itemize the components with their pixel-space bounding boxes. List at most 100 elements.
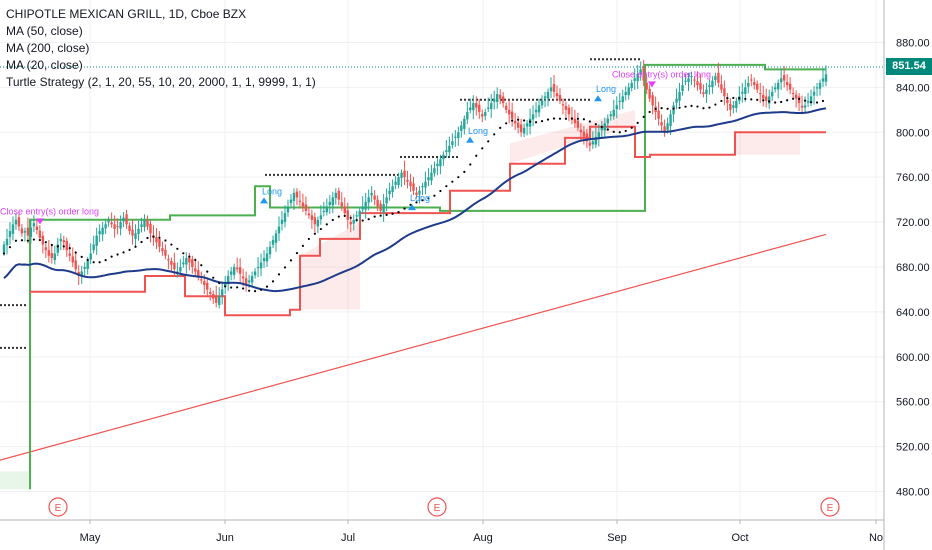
candle-body	[507, 109, 511, 115]
ma20-dot	[493, 133, 496, 136]
ma20-dot	[319, 227, 322, 231]
ma20-dot	[487, 140, 490, 143]
ma20-dot	[182, 252, 185, 255]
long-signal-arrow	[594, 95, 602, 102]
ma20-dot	[56, 245, 59, 248]
candle-body	[540, 100, 544, 106]
candle-body	[146, 219, 149, 227]
candle-body	[645, 82, 648, 90]
candle-body	[241, 276, 245, 279]
y-tick-label: 800.00	[896, 127, 930, 139]
candle-body	[651, 95, 654, 106]
long-signal-label: Long	[596, 84, 616, 94]
candle-body	[176, 271, 179, 273]
ma20-dot	[594, 123, 597, 126]
candle-body	[726, 99, 729, 104]
candle-body	[779, 78, 783, 83]
candle-body	[388, 190, 391, 195]
candle-body	[197, 270, 200, 276]
candle-body	[672, 105, 675, 115]
candle-body	[2, 244, 6, 253]
x-tick-label: Aug	[473, 532, 493, 544]
candle-body	[525, 123, 529, 127]
candle-body	[597, 132, 601, 138]
y-tick-label: 720.00	[896, 217, 930, 229]
candle-body	[44, 247, 48, 251]
candle-body	[504, 105, 508, 110]
candle-body	[678, 91, 681, 101]
candle-body	[116, 226, 119, 228]
ma20-dot	[373, 215, 376, 218]
candle-body	[585, 133, 589, 142]
ma20-dot	[331, 218, 334, 222]
candle-body	[582, 131, 586, 137]
candle-body	[516, 122, 520, 128]
ma20-dot	[110, 255, 113, 258]
ma20-dot	[618, 131, 621, 134]
ma20-dot	[379, 214, 382, 217]
candle-body	[167, 259, 170, 261]
last-price-tag: 851.54	[886, 58, 932, 75]
candle-body	[427, 177, 430, 181]
candle-body	[71, 256, 74, 263]
candle-body	[232, 267, 236, 275]
ma20-dot	[397, 210, 400, 214]
ma20-dot	[588, 120, 591, 123]
candle-body	[5, 238, 9, 246]
candle-body	[92, 244, 95, 251]
candle-body	[50, 253, 54, 259]
candle-body	[475, 103, 478, 108]
candle-body	[747, 82, 750, 87]
candle-body	[391, 186, 394, 193]
candle-body	[286, 206, 290, 213]
candle-body	[630, 82, 633, 89]
candle-body	[794, 94, 798, 99]
ma20-dot	[170, 243, 173, 246]
candle-body	[221, 289, 224, 296]
ma20-dot	[343, 214, 346, 218]
candle-body	[472, 103, 475, 111]
ma20-dot	[708, 106, 711, 109]
candle-body	[322, 210, 326, 212]
candle-body	[768, 96, 771, 104]
ma20-dot	[152, 235, 155, 238]
candle-body	[247, 280, 251, 283]
legend-turtle: Turtle Strategy (2, 1, 20, 55, 10, 20, 2…	[6, 75, 316, 89]
ma20-dot	[780, 100, 783, 104]
ma20-dot	[140, 240, 143, 244]
candle-body	[785, 81, 789, 86]
candle-body	[675, 98, 678, 103]
candle-body	[735, 100, 738, 109]
candle-body	[268, 246, 272, 255]
ma20-dot	[642, 115, 645, 118]
y-tick-label: 520.00	[896, 442, 930, 454]
ma20-dot	[206, 270, 209, 273]
candle-body	[496, 94, 499, 102]
candle-body	[693, 79, 696, 81]
y-tick-label: 600.00	[896, 352, 930, 364]
ma20-dot	[774, 101, 777, 104]
candle-body	[274, 233, 278, 243]
candle-body	[648, 88, 651, 99]
candle-body	[720, 84, 723, 90]
candle-body	[265, 253, 269, 262]
candle-body	[352, 219, 355, 224]
long-signal-label: Long	[410, 193, 430, 203]
ma20-dot	[612, 130, 615, 133]
close-signal-label: Close entry(s) order long	[0, 206, 99, 216]
ma20-dot	[295, 251, 299, 255]
ma20-dot	[534, 121, 538, 124]
candle-body	[555, 93, 559, 97]
ma20-dot	[307, 237, 310, 241]
candle-body	[809, 96, 813, 103]
candle-body	[218, 296, 221, 305]
ma20-dot	[134, 245, 137, 248]
candle-body	[164, 249, 167, 256]
ma20-dot	[253, 290, 257, 293]
candle-body	[621, 96, 624, 103]
candle-body	[756, 83, 759, 90]
candle-body	[618, 100, 621, 102]
ma20-dot	[451, 180, 454, 183]
candle-body	[782, 75, 786, 81]
